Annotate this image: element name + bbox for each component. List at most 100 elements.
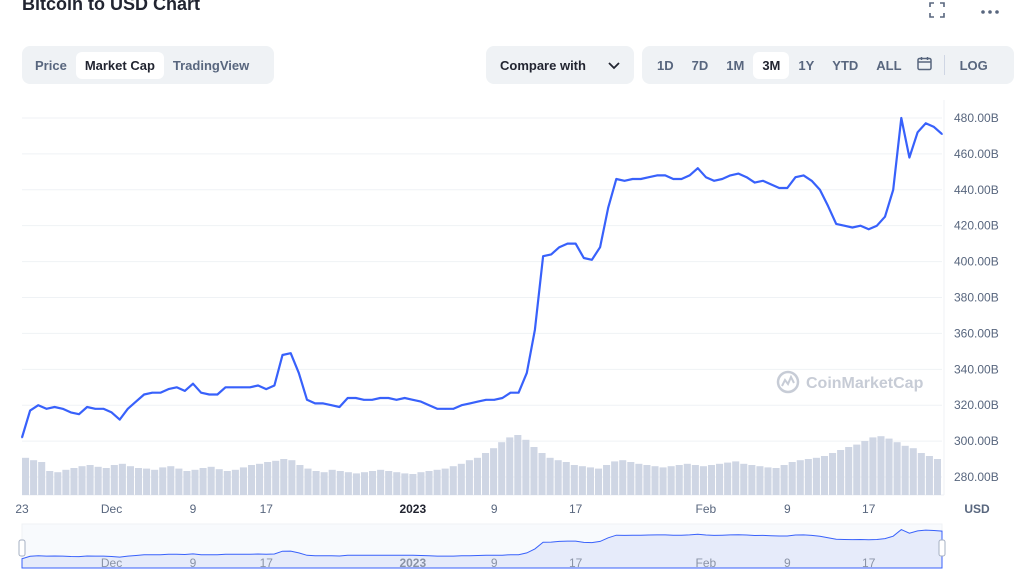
compare-with-dropdown[interactable]: Compare with <box>486 46 634 84</box>
range-1m[interactable]: 1M <box>726 57 745 73</box>
volume-bar <box>118 463 126 495</box>
volume-bar <box>409 474 417 495</box>
data-point <box>867 228 870 231</box>
data-point <box>591 258 593 261</box>
volume-bar <box>796 460 804 495</box>
data-point <box>403 397 406 399</box>
volume-bar <box>893 442 901 495</box>
data-point <box>346 397 349 399</box>
data-point <box>631 178 634 180</box>
volume-bar <box>159 467 167 495</box>
x-tick-label: 9 <box>784 502 791 516</box>
volume-bar <box>643 465 651 495</box>
data-point <box>86 406 88 408</box>
data-point <box>517 391 520 394</box>
range-1y[interactable]: 1Y <box>798 57 815 73</box>
y-tick-label: 420.00B <box>954 219 999 233</box>
navigator-label: 17 <box>569 556 583 570</box>
volume-bar <box>691 465 699 495</box>
data-point <box>273 384 276 387</box>
data-point <box>574 242 577 245</box>
navigator-handle-left[interactable] <box>18 539 26 557</box>
volume-bar <box>562 462 570 495</box>
range-3m[interactable]: 3M <box>753 51 790 79</box>
data-point <box>61 408 64 410</box>
volume-bar <box>38 462 46 495</box>
tab-tradingview[interactable]: TradingView <box>172 57 250 73</box>
data-point <box>851 226 854 229</box>
volume-bar <box>296 465 304 495</box>
data-point <box>159 391 162 394</box>
volume-bar <box>627 462 635 495</box>
data-point <box>794 176 797 179</box>
data-point <box>45 408 48 410</box>
x-tick-label: Feb <box>696 502 717 516</box>
volume-bar <box>506 437 514 495</box>
more-icon[interactable] <box>980 0 1000 21</box>
volume-bar <box>546 457 554 495</box>
tab-price[interactable]: Price <box>35 57 67 73</box>
volume-bar <box>699 466 707 495</box>
data-point <box>737 172 740 175</box>
volume-bar <box>659 467 667 495</box>
volume-bar <box>465 460 473 495</box>
volume-bar <box>917 453 925 495</box>
data-point <box>542 255 544 258</box>
volume-bar <box>925 456 933 495</box>
data-point <box>916 131 919 134</box>
range-ytd[interactable]: YTD <box>832 57 859 73</box>
log-scale-toggle[interactable]: LOG <box>959 57 988 73</box>
coinmarketcap-watermark: CoinMarketCap <box>776 370 924 394</box>
data-point <box>696 167 699 170</box>
data-point <box>241 386 243 389</box>
volume-bar <box>619 460 627 495</box>
data-point <box>21 436 23 439</box>
y-tick-label: 440.00B <box>954 183 999 197</box>
volume-bar <box>845 447 853 495</box>
data-point <box>127 408 129 410</box>
volume-bar <box>740 463 748 495</box>
expand-icon[interactable] <box>929 2 945 23</box>
volume-bar <box>352 473 360 495</box>
data-point <box>314 402 316 405</box>
data-point <box>941 133 943 135</box>
volume-bar <box>247 465 256 495</box>
volume-bar <box>110 465 118 495</box>
volume-bar <box>457 463 465 495</box>
data-point <box>802 174 805 177</box>
range-all[interactable]: ALL <box>876 57 902 73</box>
volume-bar <box>667 466 675 495</box>
x-tick-label: 2023 <box>399 502 426 516</box>
range-7d[interactable]: 7D <box>691 57 709 73</box>
tab-market-cap[interactable]: Market Cap <box>75 51 164 79</box>
volume-bar <box>207 466 215 495</box>
x-tick-label: Dec <box>101 502 122 516</box>
volume-bar <box>369 471 377 495</box>
data-point <box>843 224 846 227</box>
range-1d[interactable]: 1D <box>657 57 674 73</box>
data-point <box>37 404 40 407</box>
data-point <box>493 399 496 401</box>
volume-bar <box>320 472 328 495</box>
data-point <box>876 224 878 227</box>
volume-bar <box>417 472 425 495</box>
y-tick-label: 280.00B <box>954 470 999 484</box>
market-cap-line <box>20 116 943 438</box>
calendar-icon[interactable] <box>911 50 938 80</box>
volume-bar <box>22 457 30 495</box>
data-point <box>648 176 650 179</box>
y-tick-label: 380.00B <box>954 291 999 305</box>
watermark-text: CoinMarketCap <box>806 375 924 392</box>
volume-bar <box>869 437 877 495</box>
volume-bar <box>78 466 86 495</box>
volume-bar <box>401 473 409 495</box>
data-point <box>656 174 658 177</box>
data-point <box>819 188 821 191</box>
volume-bar <box>304 468 312 495</box>
data-point <box>924 122 927 125</box>
navigator-handle-right[interactable] <box>938 539 946 557</box>
volume-bar <box>804 459 812 495</box>
data-point <box>770 183 772 186</box>
data-point <box>558 246 561 249</box>
